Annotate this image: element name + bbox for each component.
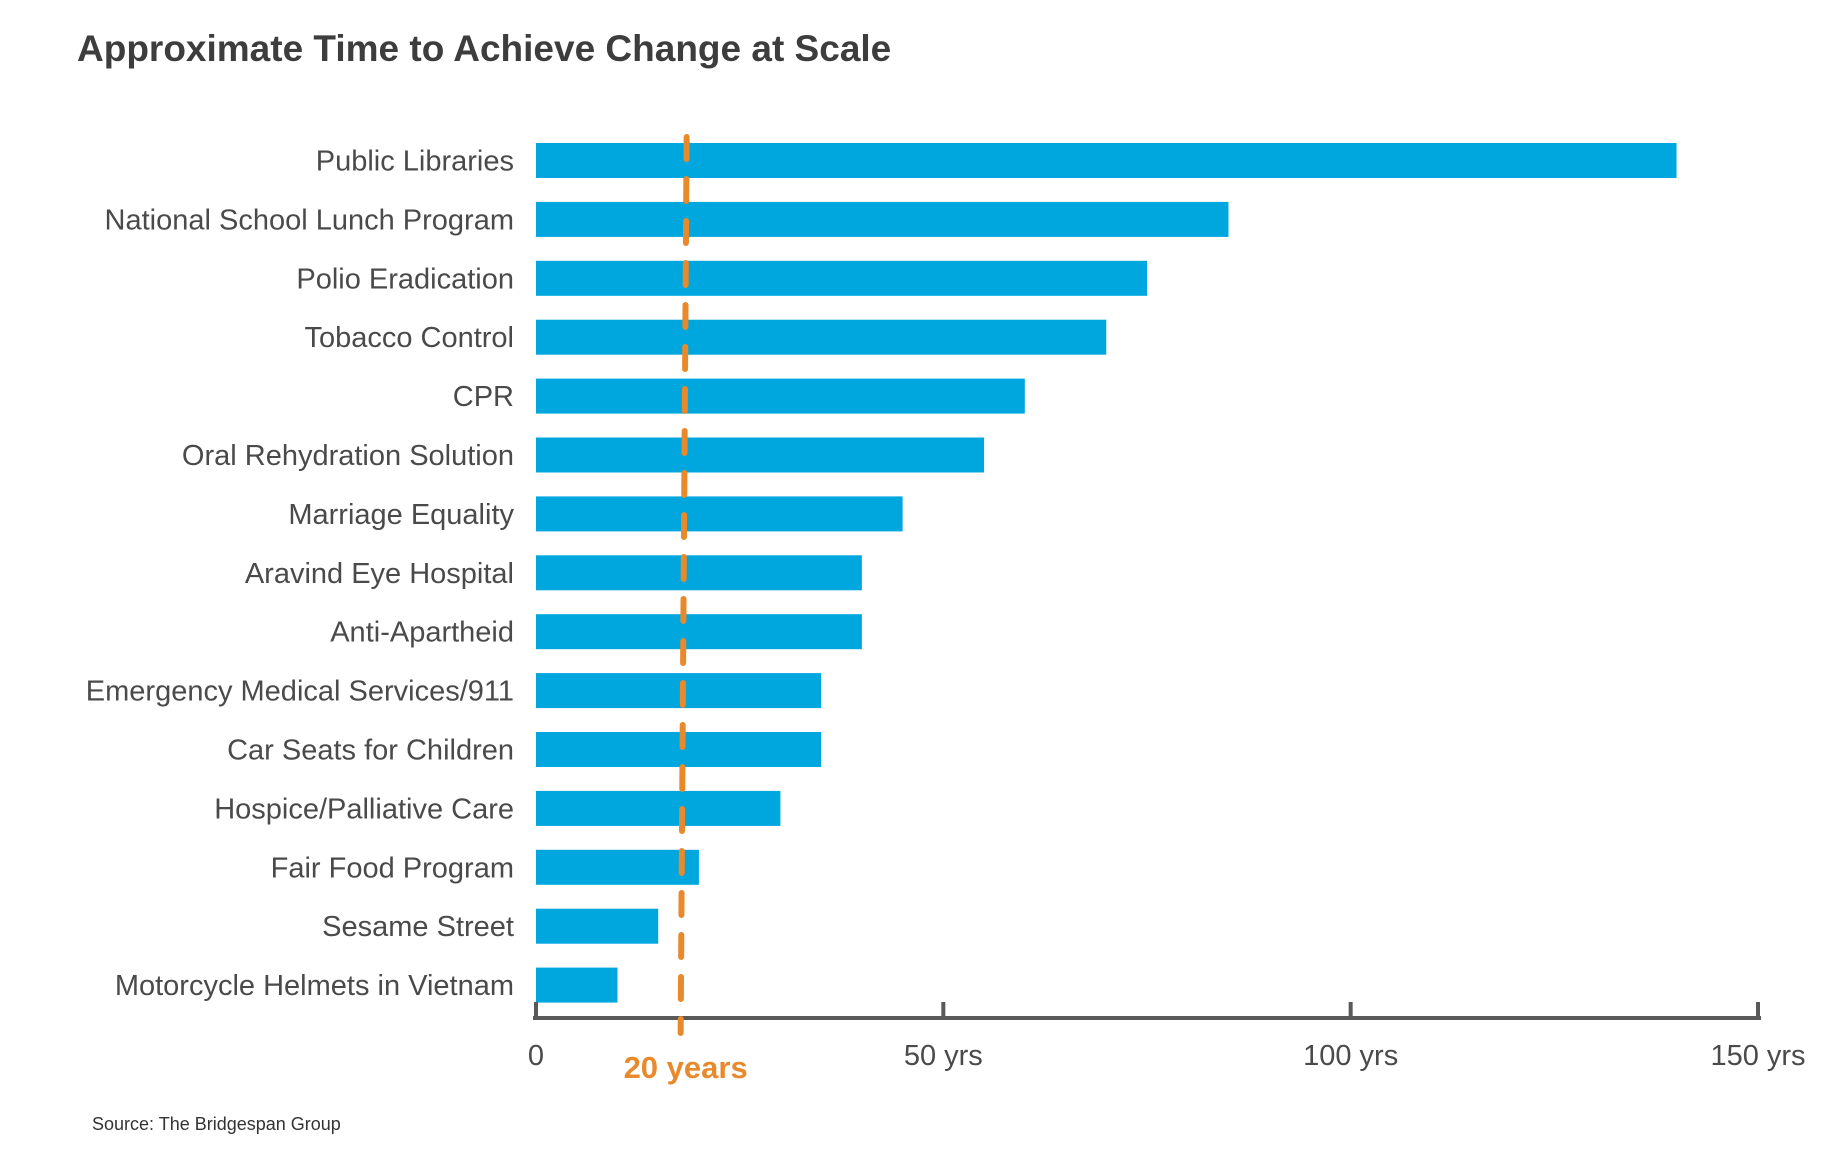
- category-label-6: Marriage Equality: [288, 499, 514, 531]
- bar-3: [536, 319, 1107, 355]
- category-label-10: Car Seats for Children: [227, 735, 514, 767]
- category-labels: Public Libraries National School Lunch Pr…: [86, 146, 515, 1003]
- bar-2: [536, 260, 1147, 296]
- category-label-3: Tobacco Control: [304, 322, 514, 354]
- bar-11: [536, 790, 781, 826]
- x-tick-label-2: 100 yrs: [1303, 1040, 1398, 1072]
- bar-8: [536, 614, 862, 650]
- bar-5: [536, 437, 985, 473]
- category-label-12: Fair Food Program: [271, 852, 514, 884]
- x-axis: 0 50 yrs 100 yrs 150 yrs: [528, 1002, 1806, 1072]
- bar-6: [536, 496, 903, 532]
- bar-9: [536, 673, 822, 709]
- bar-7: [536, 555, 862, 591]
- bar-12: [536, 849, 699, 885]
- category-label-9: Emergency Medical Services/911: [86, 676, 514, 708]
- x-tick-label-3: 150 yrs: [1710, 1040, 1805, 1072]
- category-label-11: Hospice/Palliative Care: [214, 793, 514, 825]
- chart-title: Approximate Time to Achieve Change at Sc…: [77, 28, 892, 69]
- reference-line-group: 20 years: [624, 134, 748, 1085]
- bar-0: [536, 143, 1677, 178]
- reference-line: [677, 134, 690, 1036]
- category-label-4: CPR: [453, 381, 514, 413]
- x-tick-label-1: 50 yrs: [904, 1040, 983, 1072]
- bar-13: [536, 908, 659, 944]
- x-tick-label-0: 0: [528, 1040, 544, 1072]
- source-note: Source: The Bridgespan Group: [92, 1114, 341, 1134]
- category-label-7: Aravind Eye Hospital: [245, 558, 514, 590]
- bar-10: [536, 732, 822, 767]
- category-label-1: National School Lunch Program: [105, 204, 514, 236]
- category-label-8: Anti-Apartheid: [330, 617, 514, 649]
- category-label-2: Polio Eradication: [296, 263, 514, 295]
- category-label-13: Sesame Street: [322, 911, 514, 943]
- bars-layer: [536, 143, 1677, 1003]
- bar-1: [536, 201, 1229, 237]
- category-label-5: Oral Rehydration Solution: [182, 440, 514, 472]
- bar-14: [536, 967, 618, 1003]
- reference-line-label: 20 years: [624, 1050, 748, 1085]
- bar-4: [536, 378, 1025, 414]
- category-label-0: Public Libraries: [316, 146, 514, 178]
- category-label-14: Motorcycle Helmets in Vietnam: [115, 970, 514, 1002]
